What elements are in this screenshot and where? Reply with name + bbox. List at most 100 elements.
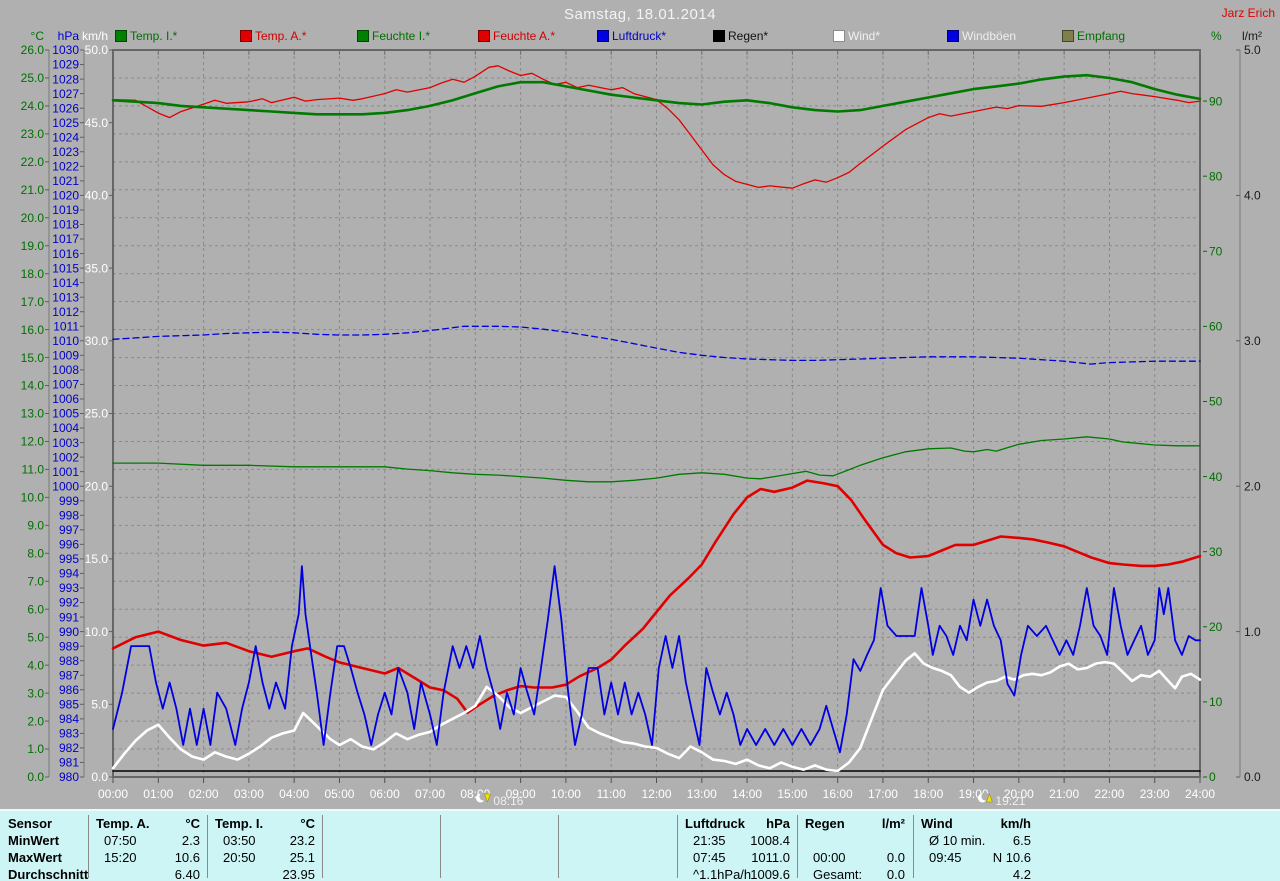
table-cell-time: 20:50 [223, 850, 256, 865]
celsius-tick-label: 21.0 [21, 183, 45, 197]
series-windboeen-line [112, 565, 1201, 754]
hpa-tick-label: 1014 [52, 276, 79, 290]
kmh-tick-label: 10.0 [85, 625, 109, 639]
legend-swatch-windboeen [947, 30, 959, 42]
celsius-tick-label: 25.0 [21, 71, 45, 85]
left-axis-unit-celsius: °C [30, 29, 44, 43]
hpa-tick-label: 1009 [52, 349, 79, 363]
table-cell-value: 0.0 [886, 850, 905, 865]
table-cell-value: 1011.0 [751, 850, 790, 865]
moonrise-marker [977, 792, 993, 803]
celsius-tick-label: 19.0 [21, 239, 45, 253]
legend-swatch-empfang [1062, 30, 1074, 42]
hpa-tick-label: 1008 [52, 363, 79, 377]
table-cell-time: 21:35 [693, 833, 726, 848]
table-cell-value: 23.2 [289, 833, 315, 848]
hour-label: 15:00 [777, 787, 807, 801]
table-cell-value: 10.6 [174, 850, 200, 865]
table-cell-value: 1008.4 [750, 833, 790, 848]
legend-swatch-temp-i [115, 30, 127, 42]
hpa-tick-label: 986 [59, 683, 79, 697]
series-feuchte_a-line [112, 65, 1201, 189]
series-feuchte_i-line [112, 436, 1201, 483]
kmh-tick-label: 40.0 [85, 189, 109, 203]
hpa-tick-label: 983 [59, 727, 79, 741]
kmh-tick-label: 30.0 [85, 334, 109, 348]
weather-chart: 0.0 1.0 2.0 3.0 4.0 5.0 6.0 7.0 8.0 9.0 10.0 11.0 12… [21, 43, 1261, 808]
hour-label: 06:00 [370, 787, 400, 801]
kmh-tick-label: 35.0 [85, 261, 109, 275]
celsius-tick-label: 6.0 [27, 602, 44, 616]
table-row-label: MaxWert [8, 850, 62, 865]
table-row-label: Durchschnitt [8, 867, 89, 881]
table-cell-time: Ø 10 min. [929, 833, 986, 848]
right-axis-unit-lm2: l/m² [1242, 29, 1262, 43]
celsius-tick-label: 15.0 [21, 351, 45, 365]
hpa-tick-label: 996 [59, 538, 79, 552]
hpa-tick-label: 1002 [52, 450, 79, 464]
lm2-tick-label: 5.0 [1244, 43, 1261, 57]
kmh-tick-label: 15.0 [85, 552, 109, 566]
celsius-tick-label: 12.0 [21, 435, 45, 449]
hour-label: 04:00 [279, 787, 309, 801]
right-axis-unit-percent: % [1211, 29, 1222, 43]
left-axis-unit-kmh: km/h [81, 29, 108, 43]
legend-label-feuchte-i: Feuchte I.* [372, 29, 431, 43]
celsius-tick-label: 0.0 [27, 770, 44, 784]
hpa-tick-label: 997 [59, 523, 79, 537]
hpa-tick-label: 991 [59, 610, 79, 624]
hour-label: 02:00 [189, 787, 219, 801]
moonrise-icon [981, 792, 990, 801]
celsius-tick-label: 23.0 [21, 127, 45, 141]
hpa-tick-label: 1028 [52, 72, 79, 86]
moonrise-time-label: 19:21 [995, 794, 1025, 808]
hpa-tick-label: 1017 [52, 232, 79, 246]
hour-label: 00:00 [98, 787, 128, 801]
celsius-tick-label: 11.0 [22, 463, 45, 477]
hpa-tick-label: 989 [59, 639, 79, 653]
celsius-tick-label: 1.0 [27, 742, 44, 756]
hpa-tick-label: 985 [59, 698, 79, 712]
hpa-tick-label: 988 [59, 654, 79, 668]
hpa-tick-label: 1004 [52, 421, 79, 435]
celsius-tick-label: 20.0 [21, 211, 45, 225]
hour-label: 03:00 [234, 787, 264, 801]
hour-label: 22:00 [1094, 787, 1124, 801]
celsius-tick-label: 22.0 [21, 155, 45, 169]
series-temp_i-line [111, 73, 1202, 116]
percent-tick-label: 30 [1209, 545, 1223, 559]
hpa-tick-label: 1010 [52, 334, 79, 348]
hour-label: 05:00 [324, 787, 354, 801]
legend-label-regen: Regen* [728, 29, 769, 43]
summary-table: Sensor MinWert MaxWert Durchschnitt Temp. A.… [0, 809, 1280, 881]
table-cell-time: 07:50 [104, 833, 137, 848]
table-column-separator [88, 815, 89, 878]
table-cell-time: 09:45 [929, 850, 962, 865]
hour-label: 23:00 [1140, 787, 1170, 801]
hpa-tick-label: 1012 [52, 305, 79, 319]
hpa-tick-label: 1023 [52, 145, 79, 159]
hpa-tick-label: 981 [59, 756, 79, 770]
hpa-tick-label: 992 [59, 596, 79, 610]
kmh-tick-label: 20.0 [85, 479, 109, 493]
series-wind-line [111, 652, 1202, 773]
percent-tick-label: 0 [1209, 770, 1216, 784]
table-cell-time: ^1.1hPa/h [693, 867, 752, 881]
legend-label-luftdruck: Luftdruck* [612, 29, 667, 43]
legend-swatch-luftdruck [597, 30, 609, 42]
legend-label-windboeen: Windböen [962, 29, 1017, 43]
table-column-separator [677, 815, 678, 878]
celsius-tick-label: 5.0 [27, 630, 44, 644]
hour-label: 24:00 [1185, 787, 1215, 801]
hour-label: 21:00 [1049, 787, 1079, 801]
kmh-tick-label: 0.0 [91, 770, 108, 784]
page-title: Samstag, 18.01.2014 [563, 6, 717, 23]
percent-tick-label: 10 [1209, 695, 1223, 709]
legend-label-empfang: Empfang [1077, 29, 1126, 43]
hpa-tick-label: 980 [59, 770, 79, 784]
hpa-tick-label: 1007 [52, 378, 79, 392]
chart-legend: Temp. I.* Temp. A.* Feuchte I.* Feuchte A.*… [0, 29, 1210, 45]
lm2-tick-label: 4.0 [1244, 189, 1261, 203]
lm2-tick-label: 0.0 [1244, 770, 1261, 784]
